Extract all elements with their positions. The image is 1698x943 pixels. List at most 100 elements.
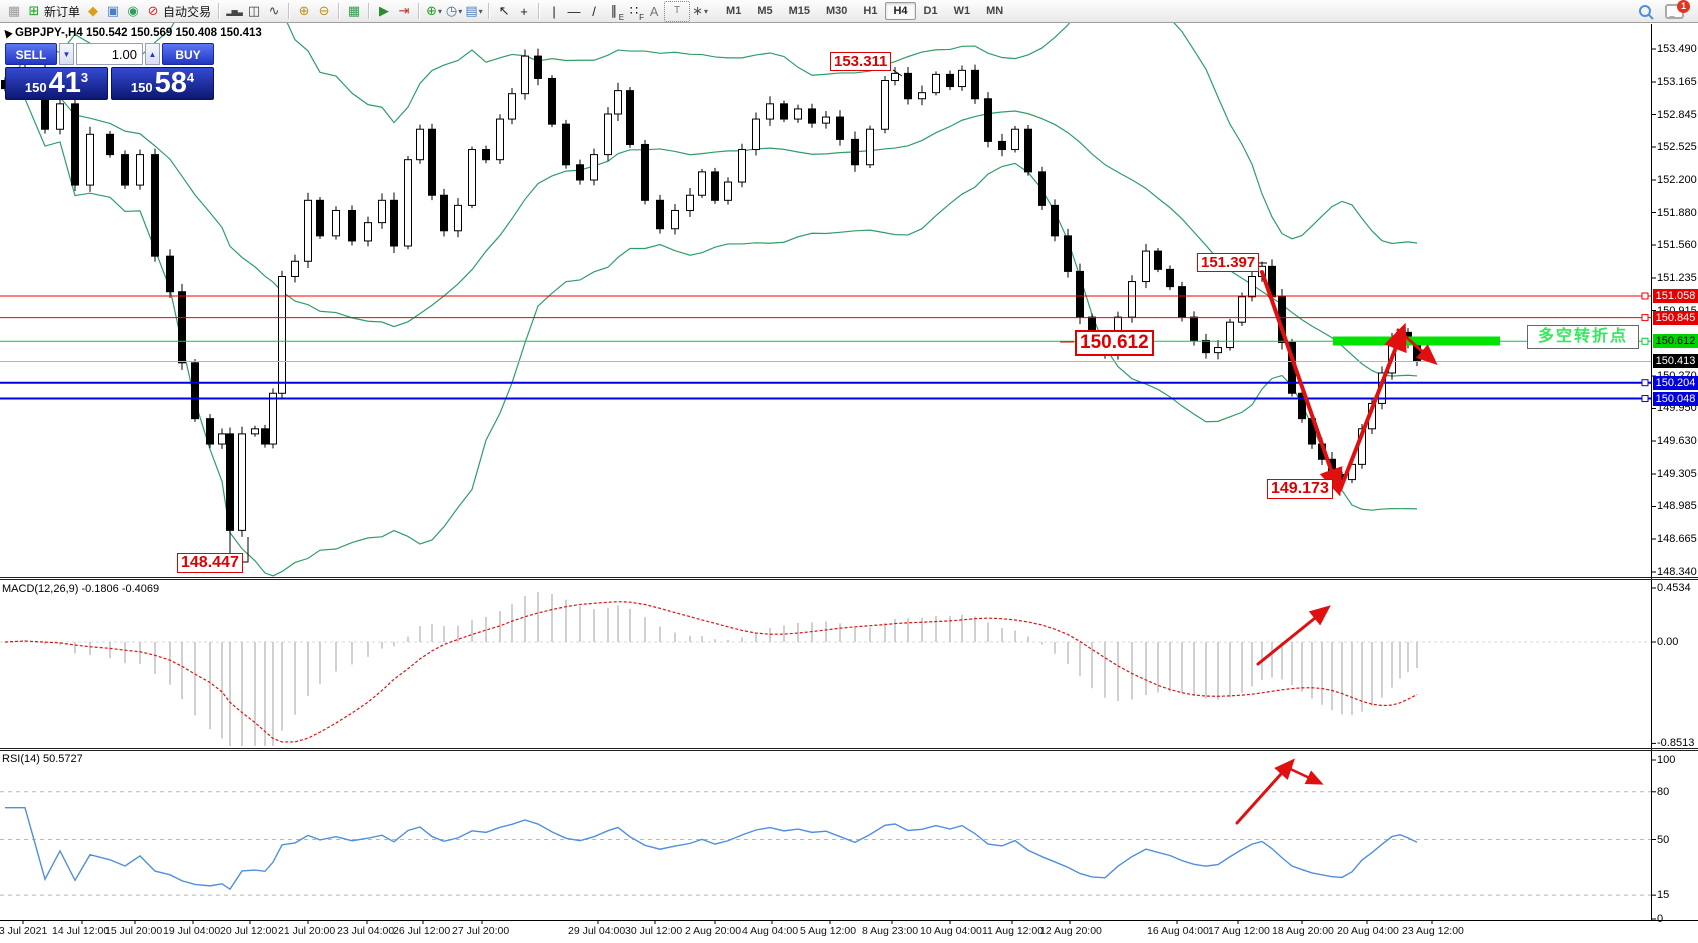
price-annotation[interactable]: 148.447 bbox=[177, 553, 243, 573]
chart-shift-icon[interactable]: ⇥ bbox=[398, 3, 410, 18]
indicators-icon[interactable]: ⊕ ▾ bbox=[426, 3, 442, 18]
timeframe-mn[interactable]: MN bbox=[986, 5, 1004, 17]
search-icon[interactable] bbox=[1639, 5, 1651, 17]
timeframe-m5[interactable]: M5 bbox=[757, 5, 773, 17]
fibonacci-icon[interactable]: ∷ F bbox=[629, 3, 645, 22]
rsi-axis-label: 80 bbox=[1657, 785, 1670, 798]
chart-title-ohlc: GBPJPY-,H4 150.542 150.569 150.408 150.4… bbox=[15, 27, 262, 39]
toolbar-separator bbox=[338, 3, 341, 19]
notifications-icon[interactable]: 1 bbox=[1665, 0, 1690, 19]
line-chart-icon[interactable]: ∿ bbox=[268, 3, 280, 18]
data-window-icon[interactable]: ▣ bbox=[106, 3, 120, 18]
ask-price-big: 58 bbox=[154, 67, 187, 99]
new-order-icon[interactable]: ⊞ bbox=[28, 3, 40, 18]
volume-input[interactable] bbox=[76, 43, 143, 65]
toolbar-separator bbox=[218, 3, 221, 19]
price-badge: 150.845 bbox=[1653, 310, 1698, 325]
bid-price-display[interactable]: 150 41 3 bbox=[5, 67, 108, 100]
axis-price-label: 148.340 bbox=[1657, 566, 1697, 578]
rsi-line bbox=[5, 807, 1418, 891]
crosshair-icon[interactable]: + bbox=[520, 3, 528, 19]
timeframe-w1[interactable]: W1 bbox=[953, 5, 971, 17]
rsi-panel bbox=[0, 791, 1651, 896]
trendline-icon[interactable]: / bbox=[592, 3, 596, 19]
textlabel-icon[interactable]: T bbox=[664, 0, 691, 22]
toolbar-separator bbox=[488, 3, 491, 19]
channel-icon[interactable]: ∥ E bbox=[610, 3, 625, 22]
axis-date-label: 8 Aug 23:00 bbox=[862, 925, 919, 937]
axis-date-label: 20 Jul 12:00 bbox=[220, 925, 278, 937]
zoom-out-icon[interactable]: ⊖ bbox=[318, 3, 330, 18]
auto-scroll-icon[interactable]: ▶ bbox=[379, 3, 390, 18]
bid-price-big: 41 bbox=[48, 67, 81, 99]
buy-button[interactable]: BUY bbox=[162, 43, 214, 65]
timeframe-m30[interactable]: M30 bbox=[826, 5, 848, 17]
highlight-bar-layer bbox=[1333, 336, 1500, 346]
axis-date-label: 11 Aug 12:00 bbox=[982, 925, 1044, 937]
axis-price-label: 153.165 bbox=[1657, 76, 1697, 88]
notification-badge: 1 bbox=[1677, 0, 1690, 13]
zoom-in-icon[interactable]: ⊕ bbox=[298, 3, 310, 18]
toolbar-separator bbox=[368, 3, 371, 19]
axis-date-label: 23 Jul 04:00 bbox=[337, 925, 395, 937]
rsi-axis-label: 0 bbox=[1657, 913, 1664, 925]
timeframe-m1[interactable]: M1 bbox=[726, 5, 742, 17]
price-annotation[interactable]: 149.173 bbox=[1267, 479, 1333, 499]
axis-date-label: 21 Jul 20:00 bbox=[278, 925, 336, 937]
autotrading-label[interactable]: 自动交易 bbox=[163, 4, 212, 19]
highlight-bar[interactable] bbox=[1333, 336, 1500, 346]
price-annotation[interactable]: 150.612 bbox=[1075, 330, 1154, 356]
axis-date-label: 29 Jul 04:00 bbox=[568, 925, 626, 937]
cursor-icon[interactable]: ↖ bbox=[498, 3, 510, 18]
axis-date-label: 10 Aug 04:00 bbox=[920, 925, 982, 937]
price-badge: 150.413 bbox=[1653, 354, 1698, 369]
templates-icon[interactable]: ▤ ▾ bbox=[465, 3, 483, 18]
axis-price-label: 152.525 bbox=[1657, 140, 1697, 153]
rsi-indicator-label: RSI(14) 50.5727 bbox=[2, 753, 83, 765]
bid-price-prefix: 150 bbox=[24, 80, 47, 95]
axis-price-label: 152.845 bbox=[1657, 108, 1697, 121]
timeframe-h1[interactable]: H1 bbox=[863, 5, 878, 17]
turning-point-annotation[interactable]: 多空转折点 bbox=[1527, 325, 1639, 349]
candles-layer bbox=[1, 48, 1421, 562]
axis-price-label: 153.490 bbox=[1657, 43, 1697, 55]
level-lines bbox=[0, 292, 1651, 403]
timeframe-m15[interactable]: M15 bbox=[788, 5, 810, 17]
axis-price-label: 151.560 bbox=[1657, 238, 1697, 251]
volume-decrease-button[interactable]: ▼ bbox=[59, 43, 74, 65]
axis-price-label: 148.665 bbox=[1657, 532, 1697, 545]
bar-chart-icon[interactable]: ▂▅▃ bbox=[226, 6, 242, 16]
rsi-axis-label: 50 bbox=[1657, 833, 1670, 846]
chart-file-icon[interactable]: ▦ bbox=[7, 3, 21, 18]
axis-date-label: 13 Jul 2021 bbox=[0, 925, 48, 937]
timeframe-h4[interactable]: H4 bbox=[885, 2, 916, 20]
new-order-label[interactable]: 新订单 bbox=[44, 4, 81, 19]
axis-price-label: 152.200 bbox=[1657, 174, 1697, 186]
horizontal-line-icon[interactable]: — bbox=[567, 3, 581, 19]
timeframe-group: M1 M5 M15 M30 H1 H4 D1 W1 MN bbox=[718, 2, 1011, 20]
axis-price-label: 149.630 bbox=[1657, 434, 1697, 447]
signals-icon[interactable]: ◉ bbox=[127, 3, 139, 18]
price-annotation[interactable]: 153.311 bbox=[830, 52, 892, 71]
bid-price-pip: 3 bbox=[80, 70, 89, 85]
toolbar-separator bbox=[418, 3, 421, 19]
ask-price-display[interactable]: 150 58 4 bbox=[111, 67, 214, 100]
tile-windows-icon[interactable]: ▦ bbox=[347, 3, 361, 18]
axis-date-label: 20 Aug 04:00 bbox=[1337, 925, 1399, 937]
vertical-line-icon[interactable]: | bbox=[552, 3, 556, 19]
volume-increase-button[interactable]: ▲ bbox=[145, 43, 160, 65]
rsi-axis-label: 15 bbox=[1657, 889, 1670, 902]
autotrading-icon[interactable]: ⊘ bbox=[147, 3, 159, 18]
candlestick-chart-icon[interactable]: ◫ bbox=[247, 3, 261, 18]
periods-icon[interactable]: ◷ ▾ bbox=[445, 3, 463, 18]
market-watch-icon[interactable]: ◆ bbox=[88, 3, 99, 18]
bollinger-bands bbox=[4, 0, 1418, 577]
text-icon[interactable]: A bbox=[649, 3, 659, 19]
shapes-icon[interactable]: ∗ ▾ bbox=[692, 3, 708, 18]
price-annotation[interactable]: 151.397 bbox=[1197, 253, 1260, 272]
timeframe-d1[interactable]: D1 bbox=[923, 5, 938, 17]
sell-button[interactable]: SELL bbox=[5, 43, 57, 65]
macd-axis-label: 0.4534 bbox=[1657, 582, 1691, 594]
